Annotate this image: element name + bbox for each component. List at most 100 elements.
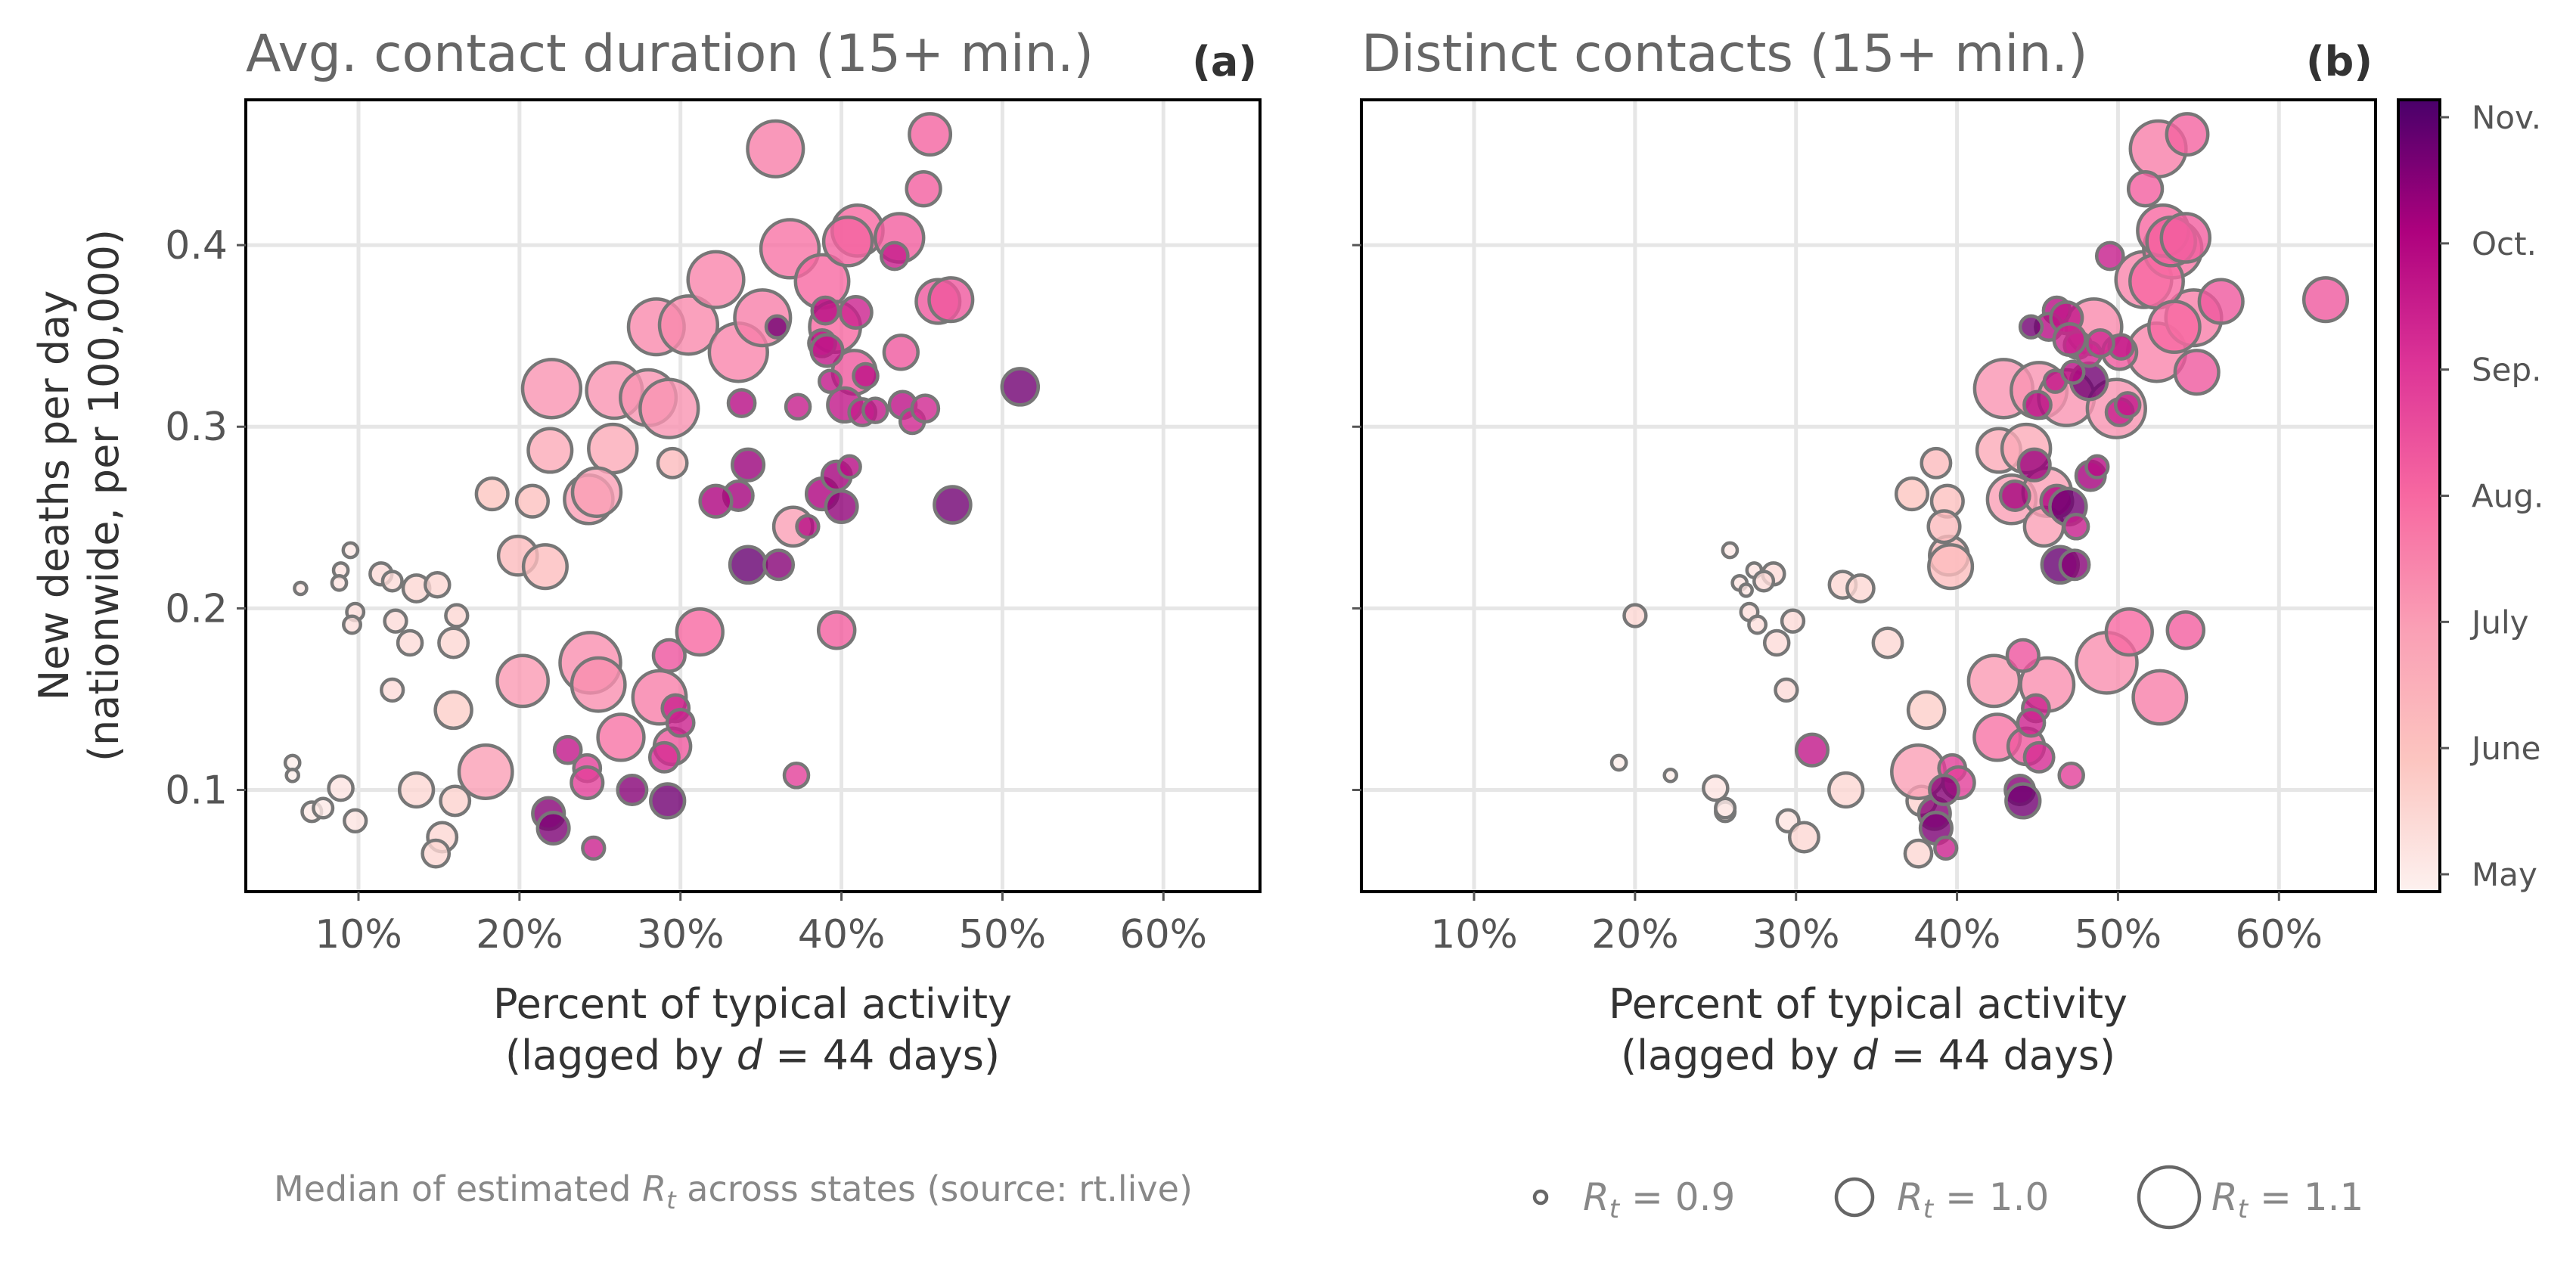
panel-b-grid (1361, 100, 2376, 892)
colorbar-ticks: May June July Aug. Sep. Oct. Nov. (2440, 99, 2543, 893)
panel-a: 10% 20% 30% 40% 50% 60% 0.1 0.2 0.3 0.4 Avg. cont… (30, 24, 1262, 1079)
data-point (341, 541, 360, 560)
panel-a-ytick-label: 0.1 (165, 768, 228, 814)
data-point (514, 483, 550, 519)
data-point (905, 170, 942, 208)
data-point (638, 377, 700, 439)
y-axis-label-line2: (nationwide, per 100,000) (80, 229, 128, 762)
data-point (2084, 454, 2110, 479)
data-point (795, 514, 821, 539)
panel-b-xtick-label: 20% (1591, 912, 1679, 957)
caption-prefix: Median of estimated (274, 1168, 642, 1209)
data-point (836, 454, 862, 479)
data-point (570, 466, 623, 518)
data-point (731, 447, 766, 483)
panel-b-xtick-label: 60% (2235, 912, 2323, 957)
data-point (2085, 327, 2115, 358)
data-point (457, 743, 514, 800)
data-point (1738, 582, 1754, 598)
xlabel-prefix: (lagged by (1621, 1032, 1852, 1079)
panel-b-xtick-label: 50% (2075, 912, 2162, 957)
data-point (861, 396, 889, 424)
data-point (2173, 349, 2221, 396)
panel-b-xtick-label: 40% (1913, 912, 2001, 957)
data-point (396, 628, 424, 657)
panel-b-label: (b) (2306, 38, 2373, 85)
data-point (818, 368, 843, 394)
panel-a-ticks: 10% 20% 30% 40% 50% 60% 0.1 0.2 0.3 0.4 (165, 223, 1207, 957)
data-point (1906, 690, 1947, 731)
data-point (312, 796, 335, 820)
data-point (1787, 821, 1820, 854)
y-axis-label-line1: New deaths per day (30, 290, 78, 700)
data-point (1894, 476, 1930, 512)
data-point (616, 774, 649, 806)
colorbar-tick-label: May (2472, 856, 2537, 893)
colorbar-tick-label: Aug. (2472, 478, 2543, 515)
data-point (1933, 835, 1959, 861)
data-point (879, 240, 910, 272)
data-point (2131, 669, 2189, 726)
panel-a-ytick-label: 0.2 (165, 586, 228, 632)
data-point (1747, 614, 1768, 635)
legend-marker (1532, 1189, 1549, 1206)
data-point (2058, 548, 2091, 582)
data-point (1714, 796, 1737, 820)
data-point (570, 765, 605, 800)
data-point (824, 489, 859, 524)
panel-b-title: Distinct contacts (15+ min.) (1361, 24, 2088, 84)
panel-a-xtick-label: 10% (315, 912, 402, 957)
data-point (698, 483, 734, 519)
caption-var: R (642, 1168, 666, 1209)
data-point (1998, 479, 2031, 512)
data-point (2301, 276, 2350, 324)
data-point (1928, 774, 1960, 806)
data-point (1920, 446, 1953, 479)
data-point (2094, 240, 2125, 272)
data-point (1000, 367, 1041, 407)
data-point (327, 774, 355, 802)
data-point (656, 446, 689, 479)
xlabel-prefix: (lagged by (505, 1032, 737, 1079)
colorbar: May June July Aug. Sep. Oct. Nov. (2397, 98, 2543, 893)
colorbar-tick-label: July (2469, 604, 2529, 641)
legend-marker (1834, 1177, 1875, 1218)
panel-a-xlabel-line2: (lagged by d = 44 days) (505, 1032, 1000, 1079)
data-point (927, 276, 975, 324)
data-point (1702, 774, 1730, 802)
data-point (2005, 638, 2041, 673)
panel-a-ytick-label: 0.3 (165, 405, 228, 450)
xlabel-suffix: = 44 days) (762, 1032, 1000, 1079)
data-point (2197, 278, 2245, 325)
data-point (2147, 299, 2202, 355)
data-point (686, 250, 746, 309)
panel-b-frame (1360, 98, 2377, 893)
data-point (821, 216, 874, 268)
data-point (1662, 768, 1678, 784)
data-point (1903, 838, 1934, 869)
data-point (726, 388, 757, 418)
colorbar-tick-label: Sep. (2472, 352, 2542, 389)
panel-a-xlabel-line1: Percent of typical activity (493, 980, 1012, 1028)
data-point (2016, 447, 2052, 483)
data-point (1609, 753, 1628, 772)
data-point (587, 422, 639, 475)
data-point (649, 782, 687, 820)
data-point (596, 712, 646, 762)
panel-a-ytick-label: 0.4 (165, 223, 228, 268)
data-point (343, 808, 368, 833)
data-point (444, 603, 470, 628)
xlabel-suffix: = 44 days) (1878, 1032, 2115, 1079)
data-point (342, 614, 362, 635)
data-point (520, 358, 583, 420)
legend-item-label: Rt = 1.0 (1897, 1175, 2049, 1224)
panel-b-xtick-label: 30% (1752, 912, 1840, 957)
data-point (437, 626, 470, 659)
panel-a-xtick-label: 40% (798, 912, 886, 957)
data-point (552, 734, 583, 765)
data-point (782, 762, 811, 790)
panel-b-ticks: 10% 20% 30% 40% 50% 60% (1352, 244, 2323, 957)
data-point (2126, 170, 2165, 208)
data-point (1762, 628, 1791, 657)
panel-a-frame (244, 98, 1262, 893)
